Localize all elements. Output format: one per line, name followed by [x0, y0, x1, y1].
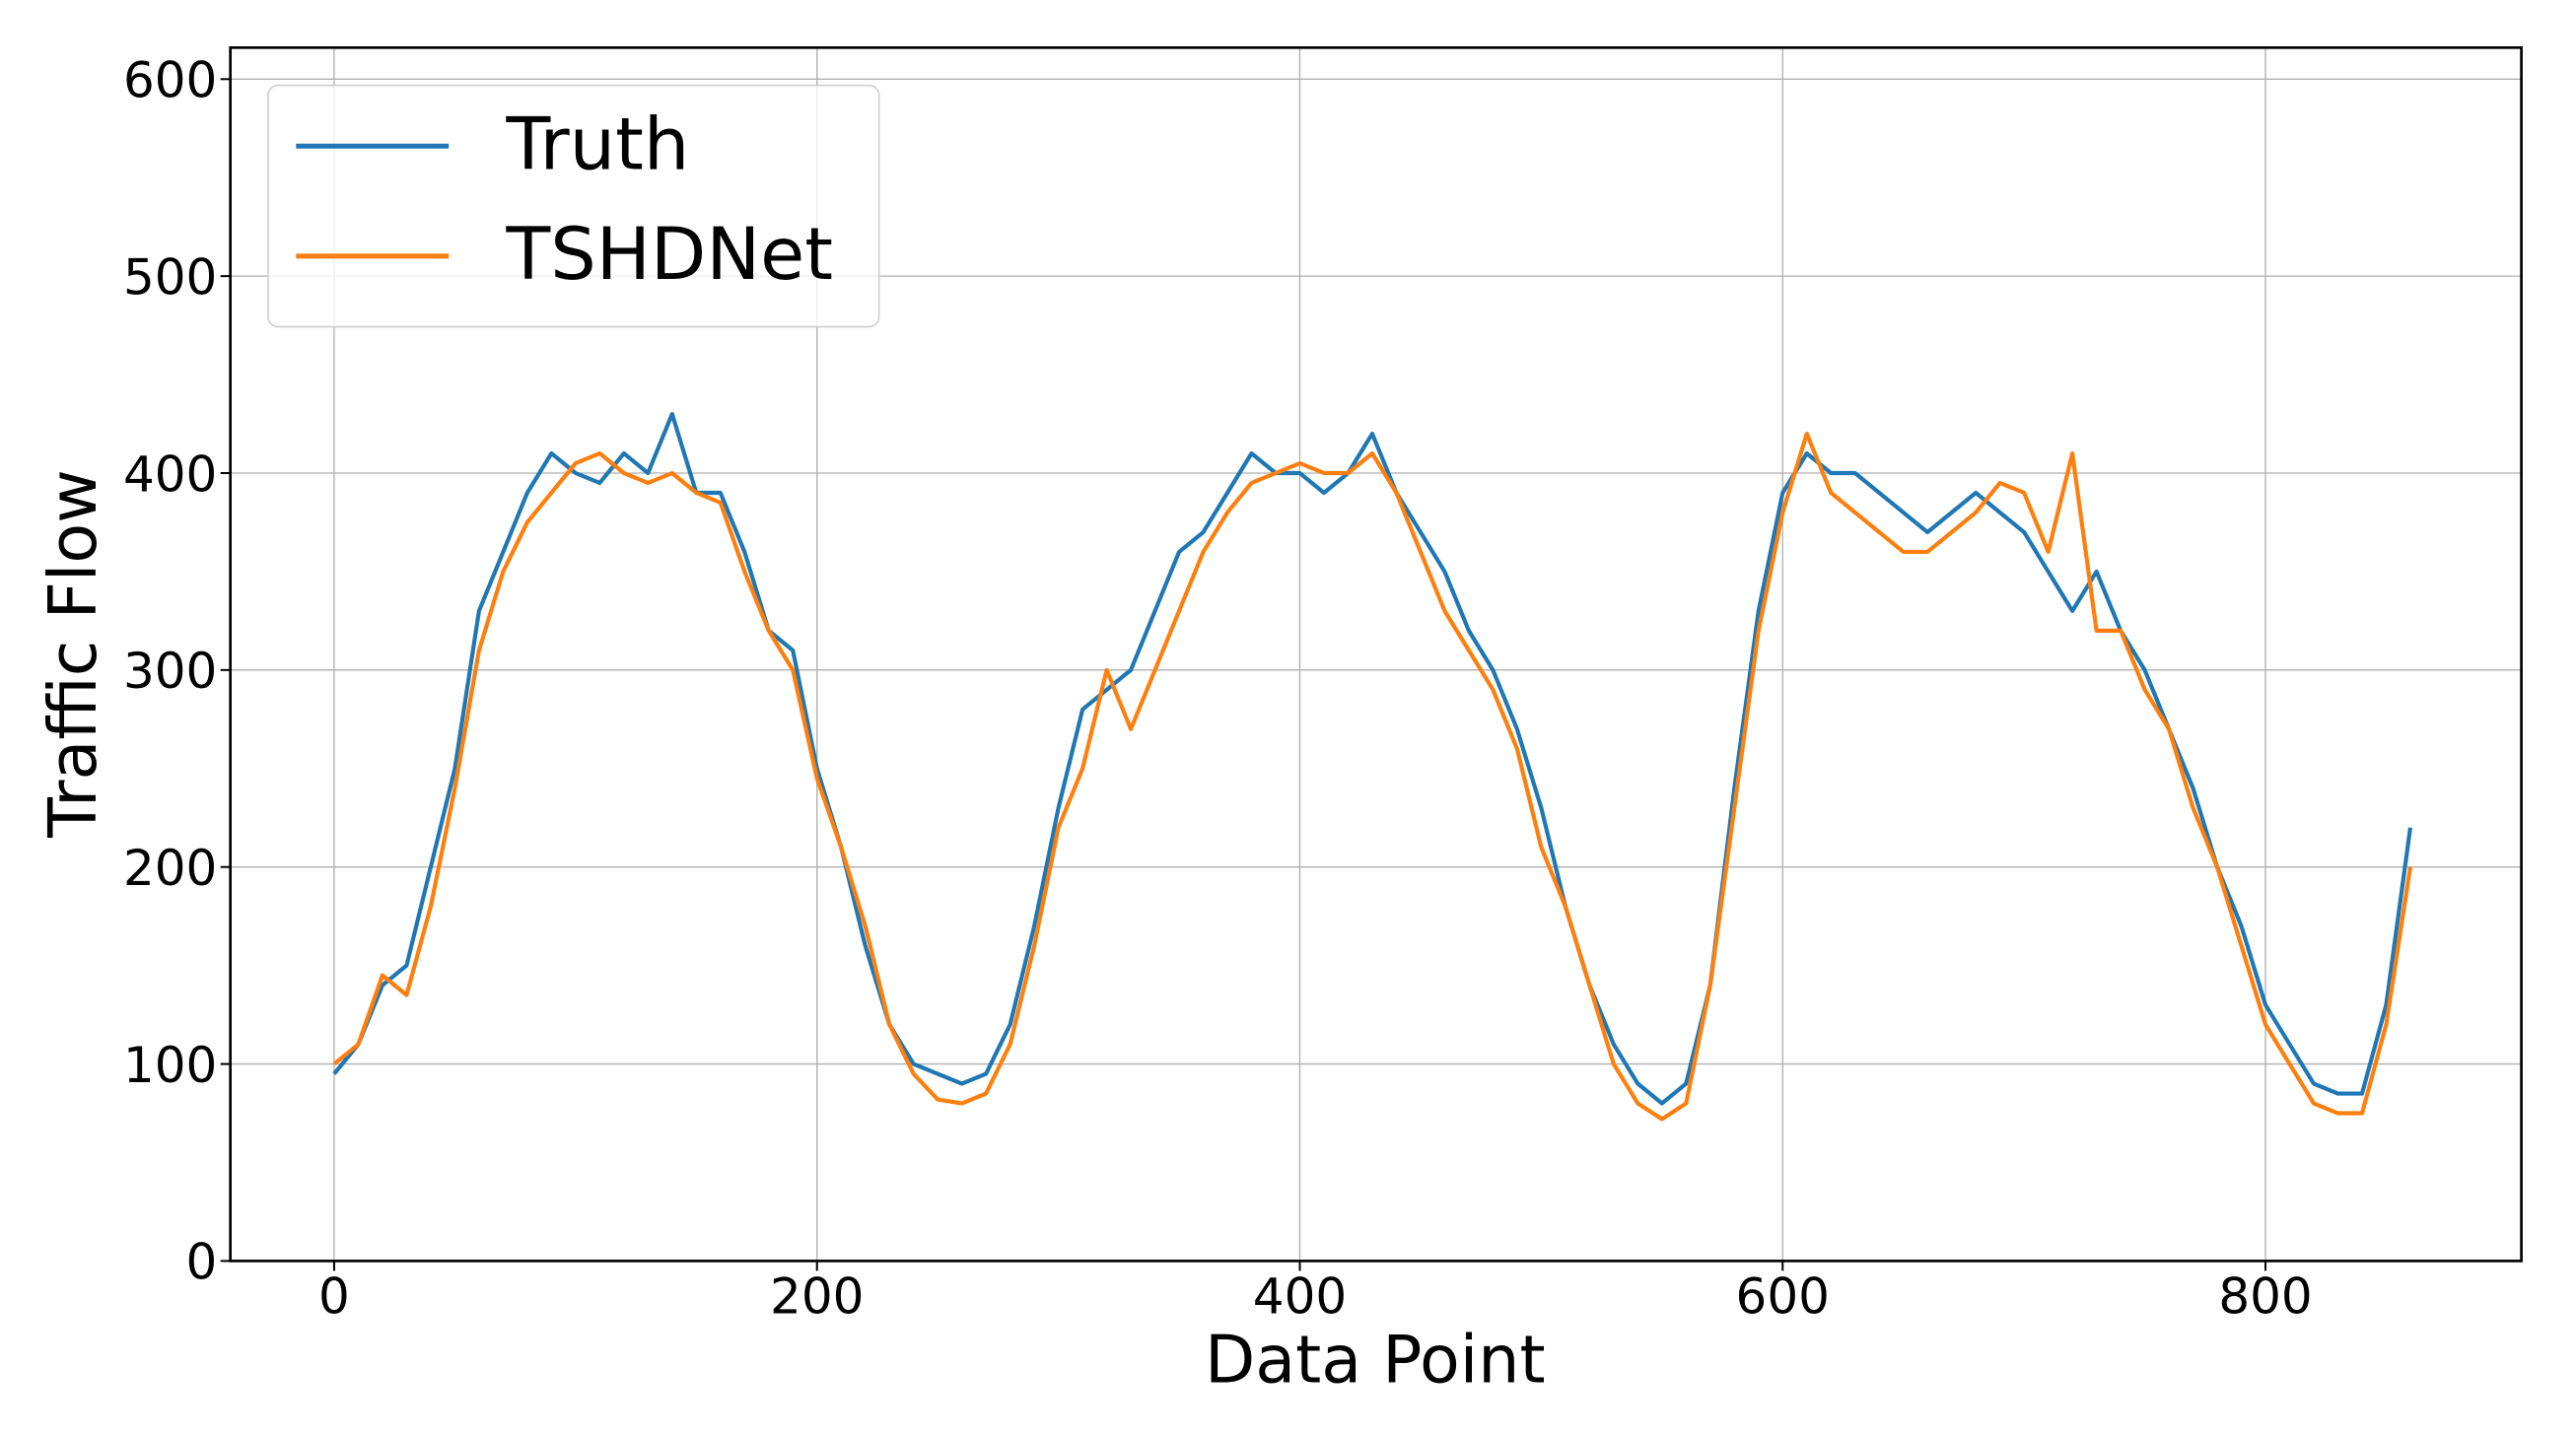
x-tick-label: 400 — [1253, 1268, 1347, 1326]
y-tick-label: 200 — [123, 840, 217, 897]
x-tick-label: 0 — [318, 1268, 350, 1326]
legend: Truth TSHDNet — [267, 84, 880, 328]
y-tick-label: 300 — [123, 643, 217, 700]
x-tick-label: 800 — [2218, 1268, 2312, 1326]
x-tick-label: 600 — [1736, 1268, 1830, 1326]
series-line — [332, 431, 2413, 1122]
y-tick-label: 0 — [186, 1234, 218, 1291]
x-axis-label: Data Point — [1205, 1322, 1546, 1399]
plot-frame — [229, 45, 2523, 1263]
y-tick-label: 600 — [123, 52, 217, 109]
legend-label: TSHDNet — [506, 213, 833, 297]
y-tick-label: 500 — [123, 248, 217, 306]
y-tick-label: 100 — [123, 1037, 217, 1094]
x-tick-label: 200 — [770, 1268, 864, 1326]
y-tick-label: 400 — [123, 445, 217, 503]
y-axis-label: Traffic Flow — [35, 469, 111, 838]
legend-label: Truth — [506, 103, 690, 187]
series-line — [332, 411, 2413, 1106]
